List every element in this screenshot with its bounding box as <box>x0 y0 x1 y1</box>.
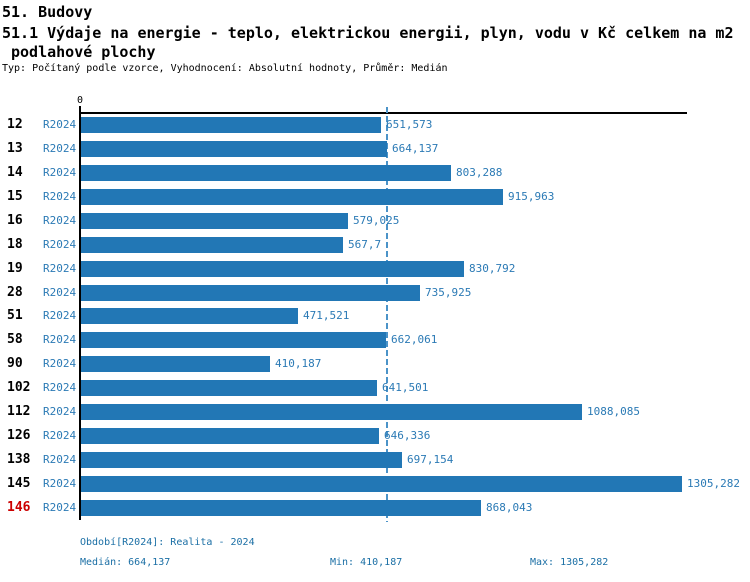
chart-row: 138 R2024 697,154 <box>0 452 750 468</box>
value-label: 735,925 <box>425 286 472 299</box>
value-bar <box>81 189 503 205</box>
value-bar <box>81 285 420 301</box>
row-category-label: 18 <box>7 237 23 252</box>
row-category-label: 112 <box>7 404 31 419</box>
value-label: 471,521 <box>303 309 350 322</box>
row-series-label: R2024 <box>43 286 77 299</box>
value-label: 410,187 <box>275 357 322 370</box>
row-category-label: 58 <box>7 332 23 347</box>
x-axis-line <box>79 112 687 114</box>
row-series-label: R2024 <box>43 357 77 370</box>
footer-max: Max: 1305,282 <box>530 557 609 568</box>
value-bar <box>81 500 481 516</box>
value-bar <box>81 380 377 396</box>
row-category-label: 102 <box>7 380 31 395</box>
chart-row: 19 R2024 830,792 <box>0 261 750 277</box>
value-bar <box>81 141 387 157</box>
chart-row: 90 R2024 410,187 <box>0 356 750 372</box>
chart-row: 28 R2024 735,925 <box>0 285 750 301</box>
row-category-label: 138 <box>7 452 31 467</box>
row-category-label: 13 <box>7 141 23 156</box>
row-series-label: R2024 <box>43 238 77 251</box>
value-label: 697,154 <box>407 453 454 466</box>
value-bar <box>81 237 343 253</box>
axis-zero-label: 0 <box>76 95 84 106</box>
value-bar <box>81 332 386 348</box>
value-label: 646,336 <box>384 429 431 442</box>
row-category-label: 145 <box>7 476 31 491</box>
value-bar <box>81 308 298 324</box>
chart-row: 15 R2024 915,963 <box>0 189 750 205</box>
chart-row: 51 R2024 471,521 <box>0 308 750 324</box>
row-category-label: 146 <box>7 500 31 515</box>
value-bar <box>81 117 381 133</box>
value-label: 830,792 <box>469 262 516 275</box>
value-bar <box>81 476 682 492</box>
value-bar <box>81 261 464 277</box>
median-line <box>386 107 388 522</box>
value-bar <box>81 452 402 468</box>
y-axis-line <box>79 106 81 520</box>
footer-period: Období[R2024]: Realita - 2024 <box>80 537 255 548</box>
chart-row: 126 R2024 646,336 <box>0 428 750 444</box>
row-series-label: R2024 <box>43 381 77 394</box>
row-category-label: 51 <box>7 308 23 323</box>
value-label: 641,501 <box>382 381 429 394</box>
footer-min: Min: 410,187 <box>330 557 403 568</box>
value-bar <box>81 356 270 372</box>
row-series-label: R2024 <box>43 190 77 203</box>
row-series-label: R2024 <box>43 262 77 275</box>
value-bar <box>81 213 348 229</box>
row-series-label: R2024 <box>43 118 77 131</box>
row-series-label: R2024 <box>43 453 77 466</box>
value-bar <box>81 165 451 181</box>
value-label: 651,573 <box>386 118 433 131</box>
row-series-label: R2024 <box>43 142 77 155</box>
row-category-label: 14 <box>7 165 23 180</box>
row-series-label: R2024 <box>43 166 77 179</box>
row-series-label: R2024 <box>43 501 77 514</box>
report-meta: Typ: Počítaný podle vzorce, Vyhodnocení:… <box>2 63 448 74</box>
row-series-label: R2024 <box>43 405 77 418</box>
bar-chart: 0 12 R2024 651,573 13 R2024 664,137 14 R2024 803… <box>0 90 750 530</box>
value-label: 664,137 <box>392 142 439 155</box>
row-series-label: R2024 <box>43 333 77 346</box>
row-category-label: 126 <box>7 428 31 443</box>
value-label: 579,025 <box>353 214 400 227</box>
row-series-label: R2024 <box>43 309 77 322</box>
chart-row: 112 R2024 1088,085 <box>0 404 750 420</box>
row-category-label: 15 <box>7 189 23 204</box>
chart-row: 145 R2024 1305,282 <box>0 476 750 492</box>
row-category-label: 16 <box>7 213 23 228</box>
chart-row: 13 R2024 664,137 <box>0 141 750 157</box>
row-category-label: 12 <box>7 117 23 132</box>
value-label: 567,7 <box>348 238 382 251</box>
value-label: 803,288 <box>456 166 503 179</box>
chart-row: 146 R2024 868,043 <box>0 500 750 516</box>
footer-median: Medián: 664,137 <box>80 557 171 568</box>
chart-row: 14 R2024 803,288 <box>0 165 750 181</box>
row-category-label: 28 <box>7 285 23 300</box>
value-label: 1305,282 <box>687 477 740 490</box>
report-title: 51. Budovy <box>2 3 93 21</box>
report-subtitle-line1: 51.1 Výdaje na energie - teplo, elektric… <box>2 24 734 42</box>
value-bar <box>81 428 379 444</box>
report-subtitle-line2: podlahové plochy <box>11 43 156 61</box>
value-label: 662,061 <box>391 333 438 346</box>
row-series-label: R2024 <box>43 429 77 442</box>
chart-row: 18 R2024 567,7 <box>0 237 750 253</box>
row-series-label: R2024 <box>43 477 77 490</box>
value-label: 868,043 <box>486 501 533 514</box>
chart-row: 16 R2024 579,025 <box>0 213 750 229</box>
value-bar <box>81 404 582 420</box>
chart-row: 12 R2024 651,573 <box>0 117 750 133</box>
chart-row: 102 R2024 641,501 <box>0 380 750 396</box>
row-category-label: 19 <box>7 261 23 276</box>
value-label: 915,963 <box>508 190 555 203</box>
row-category-label: 90 <box>7 356 23 371</box>
row-series-label: R2024 <box>43 214 77 227</box>
chart-row: 58 R2024 662,061 <box>0 332 750 348</box>
value-label: 1088,085 <box>587 405 640 418</box>
